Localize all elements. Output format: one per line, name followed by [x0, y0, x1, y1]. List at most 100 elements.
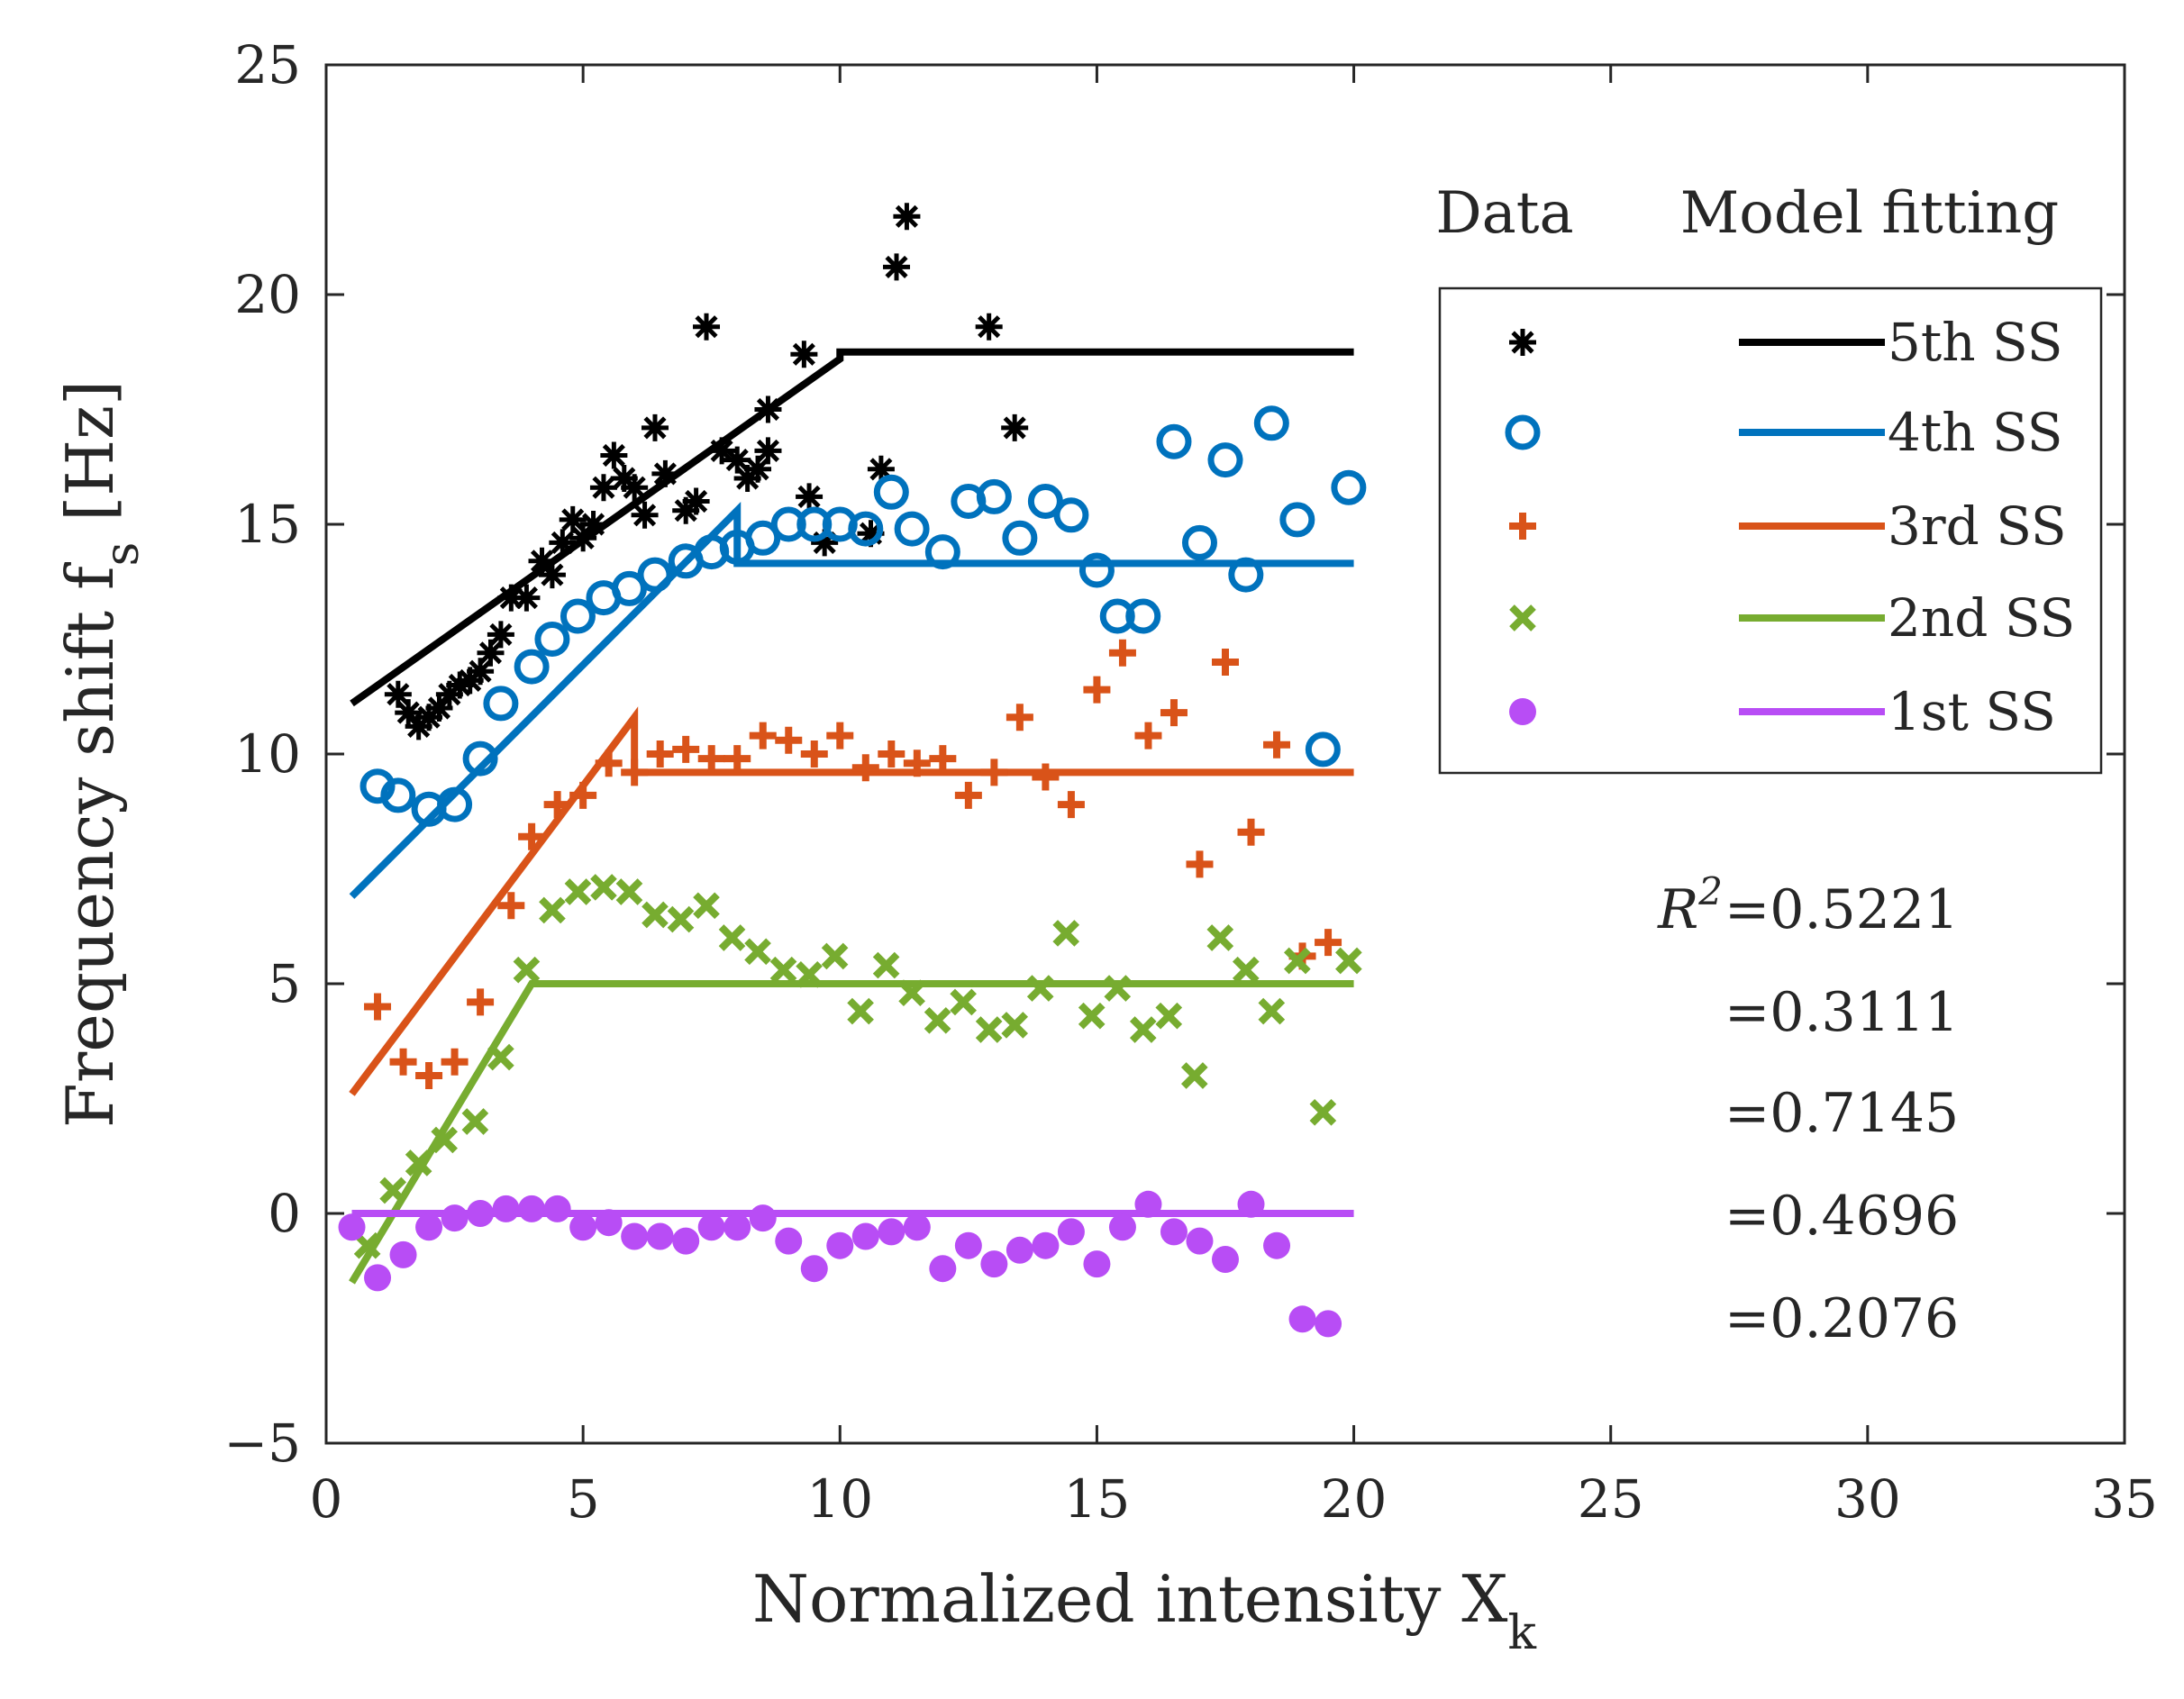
data-point	[718, 924, 746, 951]
data-point	[1237, 1190, 1265, 1218]
data-point	[1032, 1231, 1060, 1259]
data-point	[1155, 1002, 1183, 1030]
data-point	[894, 511, 930, 547]
data-point	[733, 465, 761, 492]
y-tick-label: 25	[234, 34, 301, 95]
data-point	[513, 584, 541, 612]
data-point	[483, 686, 519, 722]
data-point	[467, 658, 495, 686]
y-tick-label: 10	[234, 723, 301, 785]
legend-marker	[1509, 698, 1536, 725]
legend-label: 1st SS	[1888, 681, 2056, 742]
data-point	[364, 1264, 392, 1292]
data-point	[462, 740, 498, 777]
data-point	[800, 740, 828, 768]
data-point	[1134, 722, 1162, 750]
data-point	[1002, 520, 1038, 556]
legend-entry-4: 2nd SS	[1509, 587, 2075, 649]
x-tick-label: 30	[1834, 1468, 1901, 1530]
x-axis-label-subscript: k	[1508, 1606, 1537, 1660]
data-point	[1032, 763, 1060, 791]
data-point	[1186, 850, 1214, 878]
data-point	[600, 441, 628, 469]
data-point	[446, 671, 474, 699]
y-tick-label: 0	[268, 1183, 301, 1244]
data-point	[487, 1043, 514, 1071]
data-point	[646, 740, 674, 768]
x-tick-label: 10	[806, 1468, 873, 1530]
data-point	[415, 1062, 443, 1089]
data-point	[872, 951, 900, 979]
data-point	[441, 1048, 469, 1076]
data-point	[1315, 1310, 1342, 1338]
legend-marker	[1509, 513, 1536, 540]
data-point	[672, 496, 700, 524]
data-point	[595, 750, 623, 777]
data-point	[697, 1213, 725, 1241]
y-tick-label: −5	[224, 1413, 302, 1474]
data-point	[441, 1204, 469, 1232]
legend: 5th SS 4th SS 3rd SS 2nd SS 1st SS	[1438, 286, 2103, 775]
data-point	[590, 874, 617, 901]
data-point	[848, 511, 884, 547]
data-point	[435, 680, 463, 708]
x-tick-label: 15	[1064, 1468, 1131, 1530]
data-point	[431, 1126, 458, 1154]
data-point	[1001, 413, 1029, 441]
data-point	[1108, 639, 1136, 667]
data-point	[1078, 552, 1115, 588]
data-point	[1335, 947, 1362, 975]
legend-label: 5th SS	[1888, 312, 2062, 373]
y-tick-label: 20	[234, 264, 301, 325]
data-point	[1207, 442, 1243, 478]
data-point	[497, 584, 525, 612]
data-point	[1104, 975, 1132, 1002]
data-point	[980, 1250, 1008, 1278]
data-point	[1026, 975, 1054, 1002]
data-point	[651, 459, 679, 487]
data-point	[1331, 469, 1367, 505]
data-point	[621, 474, 649, 502]
data-point	[569, 524, 597, 552]
data-point	[1212, 1246, 1239, 1273]
data-point	[893, 203, 921, 231]
r-squared-value-4: =0.4696	[1724, 1185, 1959, 1248]
data-point	[754, 437, 782, 465]
scatter-series-1	[384, 203, 1029, 740]
data-point	[1006, 704, 1033, 731]
data-point	[1181, 524, 1217, 560]
data-point	[538, 561, 566, 589]
data-point	[497, 892, 525, 920]
data-point	[1078, 1002, 1106, 1030]
legend-marker	[1509, 604, 1536, 631]
x-tick-label: 20	[1321, 1468, 1388, 1530]
data-point	[415, 704, 443, 731]
data-point	[514, 649, 550, 685]
data-point	[1027, 484, 1063, 519]
legend-marker	[1505, 414, 1541, 450]
data-point	[560, 598, 596, 634]
data-point	[549, 529, 577, 557]
legend-entry-2: 4th SS	[1505, 402, 2062, 463]
legend-label: 2nd SS	[1888, 587, 2075, 649]
data-point	[847, 997, 874, 1025]
data-point	[595, 1209, 623, 1237]
data-point	[1083, 676, 1111, 704]
data-point	[1284, 947, 1311, 975]
data-point	[579, 511, 607, 538]
data-point	[1125, 598, 1161, 634]
data-point	[1212, 649, 1239, 676]
data-point	[976, 478, 1012, 514]
data-point	[1057, 1218, 1085, 1246]
r-squared-value-5: =0.2076	[1724, 1287, 1959, 1350]
data-point	[851, 1222, 879, 1250]
data-point	[1052, 920, 1080, 947]
data-point	[883, 253, 911, 281]
data-point	[857, 520, 885, 548]
data-point	[796, 483, 824, 511]
legend-label: 4th SS	[1888, 402, 2062, 463]
data-point	[1263, 1231, 1291, 1259]
data-point	[697, 745, 725, 773]
r-squared-label: R2	[1657, 869, 1723, 941]
data-point	[543, 1195, 571, 1222]
